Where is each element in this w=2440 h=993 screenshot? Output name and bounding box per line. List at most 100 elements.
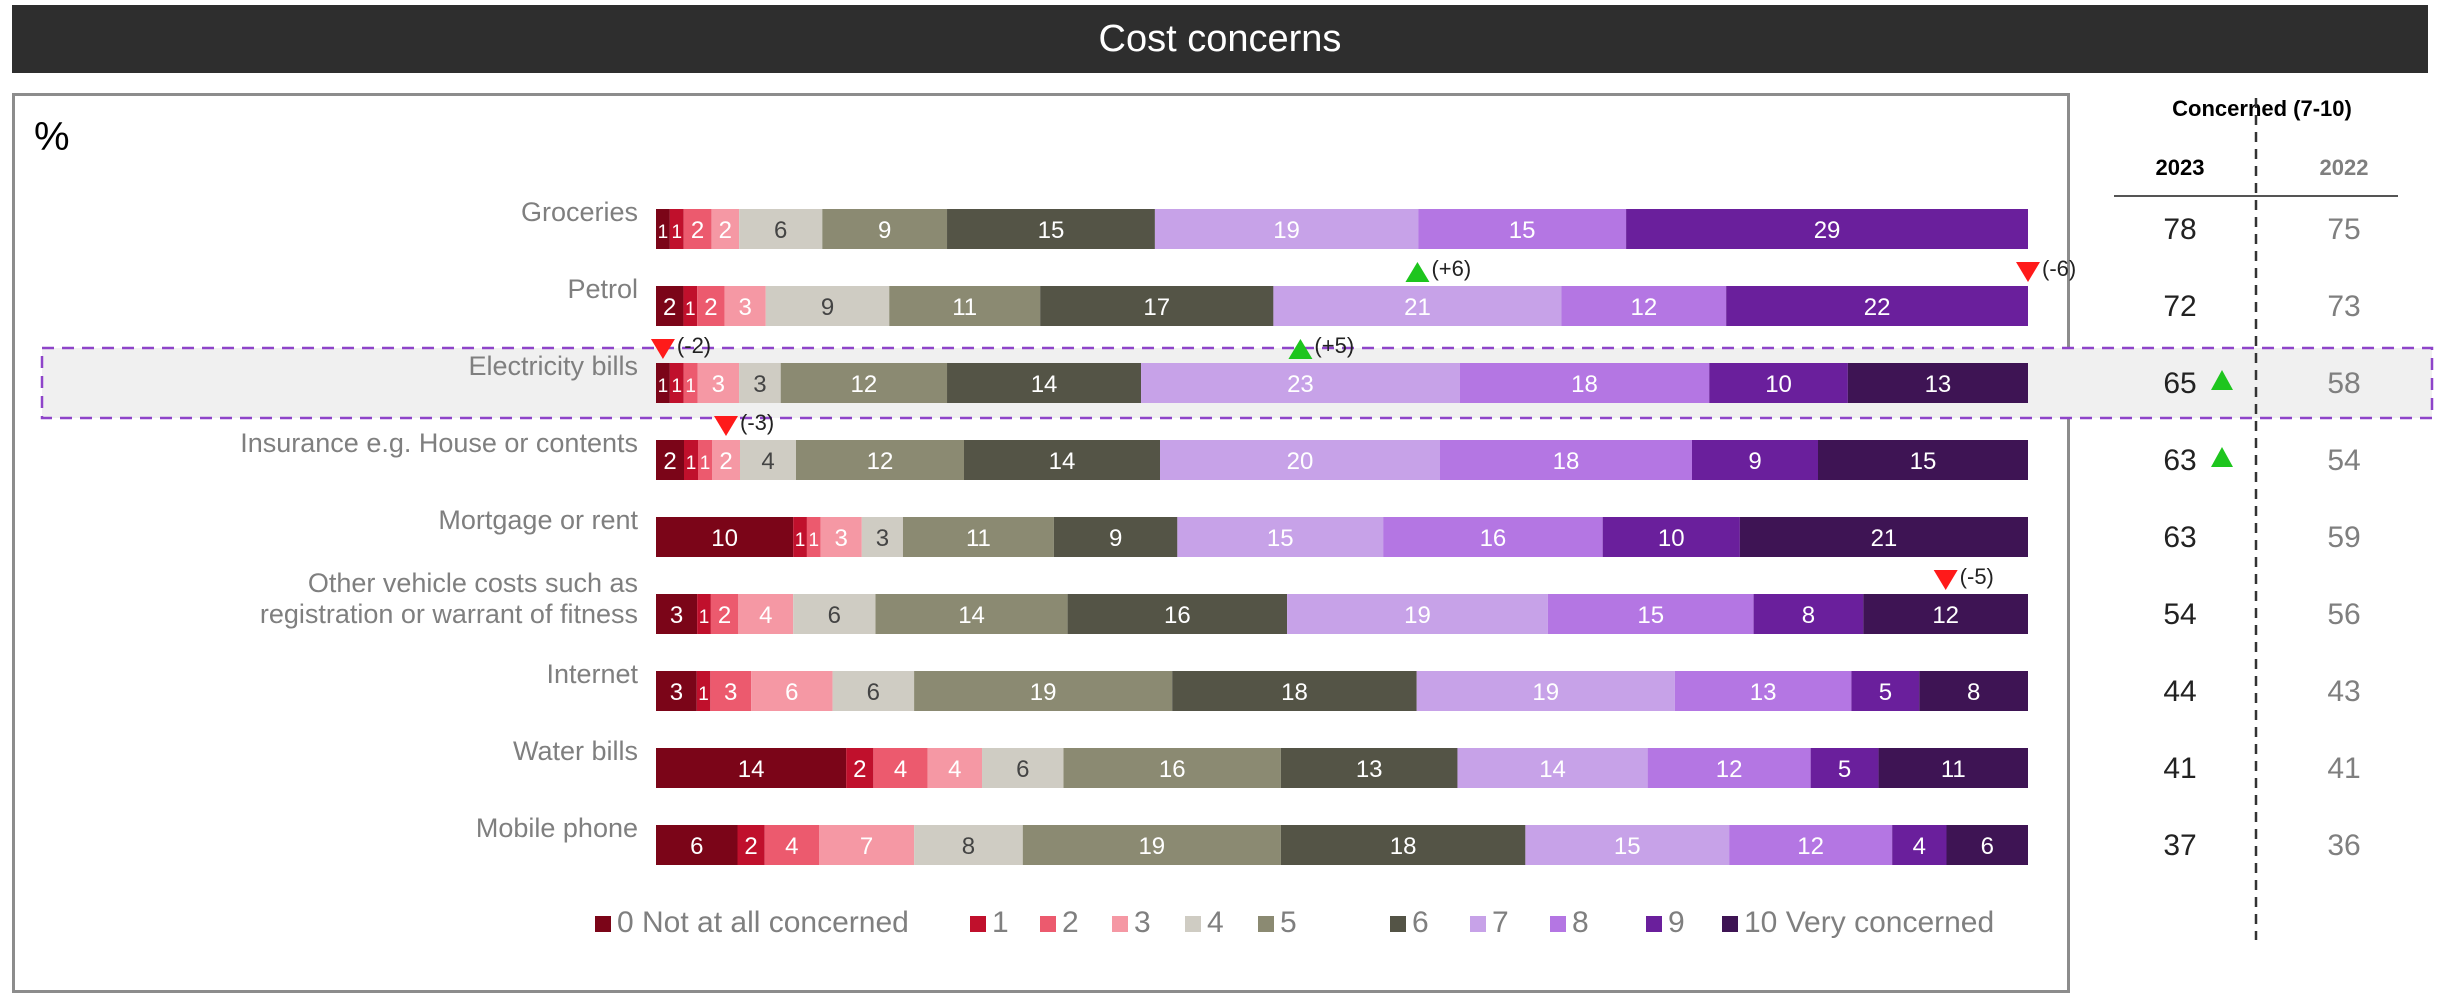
data-label: 14: [1031, 371, 1058, 398]
data-label: 8: [1802, 602, 1815, 629]
data-label: 1: [686, 453, 697, 474]
data-label: 14: [1049, 448, 1076, 475]
bar-segment-7: [1287, 594, 1548, 634]
data-label: 22: [1864, 294, 1891, 321]
bar-segment-0: [656, 440, 684, 480]
data-label: 4: [759, 602, 772, 629]
bar-segment-4: [832, 671, 915, 711]
category-label: Other vehicle costs such as: [308, 568, 638, 598]
data-label: 1: [808, 530, 819, 551]
bar-segment-0: [656, 209, 670, 249]
data-label: 2: [719, 448, 732, 475]
column-header-2023: 2023: [2156, 155, 2205, 180]
data-label: 15: [1267, 525, 1294, 552]
data-label: 3: [712, 371, 725, 398]
bar-segment-9: [1726, 286, 2028, 326]
data-label: 21: [1871, 525, 1898, 552]
bar-segment-0: [656, 517, 794, 557]
concerned-2023-value: 54: [2163, 598, 2196, 631]
significant-increase-icon: [2211, 370, 2233, 390]
bar-segment-1: [793, 517, 807, 557]
bar-segment-3: [738, 594, 794, 634]
data-label: 6: [1016, 756, 1029, 783]
bar-segment-9: [1810, 748, 1879, 788]
data-label: 6: [785, 679, 798, 706]
data-label: 8: [1967, 679, 1980, 706]
concerned-2022-value: 43: [2327, 675, 2360, 708]
change-down-icon: [1933, 570, 1958, 590]
unit-label: %: [34, 115, 70, 159]
data-label: 23: [1287, 371, 1314, 398]
data-label: 14: [958, 602, 985, 629]
bar-segment-5: [822, 209, 948, 249]
bar-segment-3: [819, 825, 915, 865]
change-label: (-2): [677, 333, 711, 358]
category-label: Insurance e.g. House or contents: [240, 428, 638, 458]
bar-segment-7: [1154, 209, 1419, 249]
bar-segment-8: [1729, 825, 1893, 865]
bar-segment-3: [712, 440, 740, 480]
bar-segment-9: [1753, 594, 1864, 634]
data-label: 4: [761, 448, 774, 475]
bar-segment-9: [1709, 363, 1848, 403]
data-label: 18: [1390, 833, 1417, 860]
data-label: 6: [828, 602, 841, 629]
data-label: 19: [1030, 679, 1057, 706]
bar-segment-5: [889, 286, 1041, 326]
bar-segment-8: [1459, 363, 1710, 403]
change-label: (-3): [740, 410, 774, 435]
bar-segment-8: [1674, 671, 1852, 711]
legend-label: 5: [1280, 906, 1297, 939]
chart-title: Cost concerns: [12, 5, 2428, 73]
bar-segment-4: [914, 825, 1023, 865]
change-label: (-6): [2042, 256, 2076, 281]
legend-label: 9: [1668, 906, 1685, 939]
concerned-2022-value: 41: [2327, 752, 2360, 785]
bar-segment-4: [765, 286, 890, 326]
bar-segment-8: [1418, 209, 1627, 249]
bar-segment-0: [656, 671, 697, 711]
concerned-2023-value: 78: [2163, 213, 2196, 246]
bar-segment-8: [1647, 748, 1811, 788]
bar-segment-0: [656, 363, 670, 403]
data-label: 3: [753, 371, 766, 398]
data-label: 3: [876, 525, 889, 552]
bar-segment-1: [697, 594, 711, 634]
category-label: Electricity bills: [468, 351, 638, 381]
category-label: Water bills: [513, 736, 638, 766]
data-label: 18: [1281, 679, 1308, 706]
legend-swatch: [1185, 916, 1201, 932]
bar-segment-2: [683, 363, 698, 403]
data-label: 3: [670, 679, 683, 706]
concerned-2022-value: 75: [2327, 213, 2360, 246]
data-label: 4: [894, 756, 907, 783]
bar-segment-6: [947, 209, 1155, 249]
data-label: 3: [670, 602, 683, 629]
bar-segment-10: [1946, 825, 2028, 865]
concerned-2023-value: 65: [2163, 367, 2196, 400]
data-label: 6: [867, 679, 880, 706]
bar-segment-6: [1172, 671, 1417, 711]
bar-segment-6: [1053, 517, 1178, 557]
bar-segment-6: [1280, 748, 1458, 788]
data-label: 2: [744, 833, 757, 860]
bar-segment-5: [780, 363, 948, 403]
data-label: 5: [1838, 756, 1851, 783]
data-label: 12: [1716, 756, 1743, 783]
data-label: 7: [860, 833, 873, 860]
change-up-icon: [1288, 339, 1313, 359]
data-label: 1: [658, 222, 669, 243]
bar-segment-6: [964, 440, 1160, 480]
data-label: 9: [878, 217, 891, 244]
data-label: 1: [672, 222, 683, 243]
legend-label: 0 Not at all concerned: [617, 906, 909, 939]
bar-segment-2: [683, 209, 712, 249]
bar-segment-5: [914, 671, 1173, 711]
concerned-2022-value: 58: [2327, 367, 2360, 400]
bar-segment-9: [1602, 517, 1740, 557]
bar-segment-8: [1383, 517, 1603, 557]
data-label: 12: [851, 371, 878, 398]
bar-segment-3: [927, 748, 983, 788]
bar-segment-0: [656, 594, 698, 634]
data-label: 19: [1532, 679, 1559, 706]
